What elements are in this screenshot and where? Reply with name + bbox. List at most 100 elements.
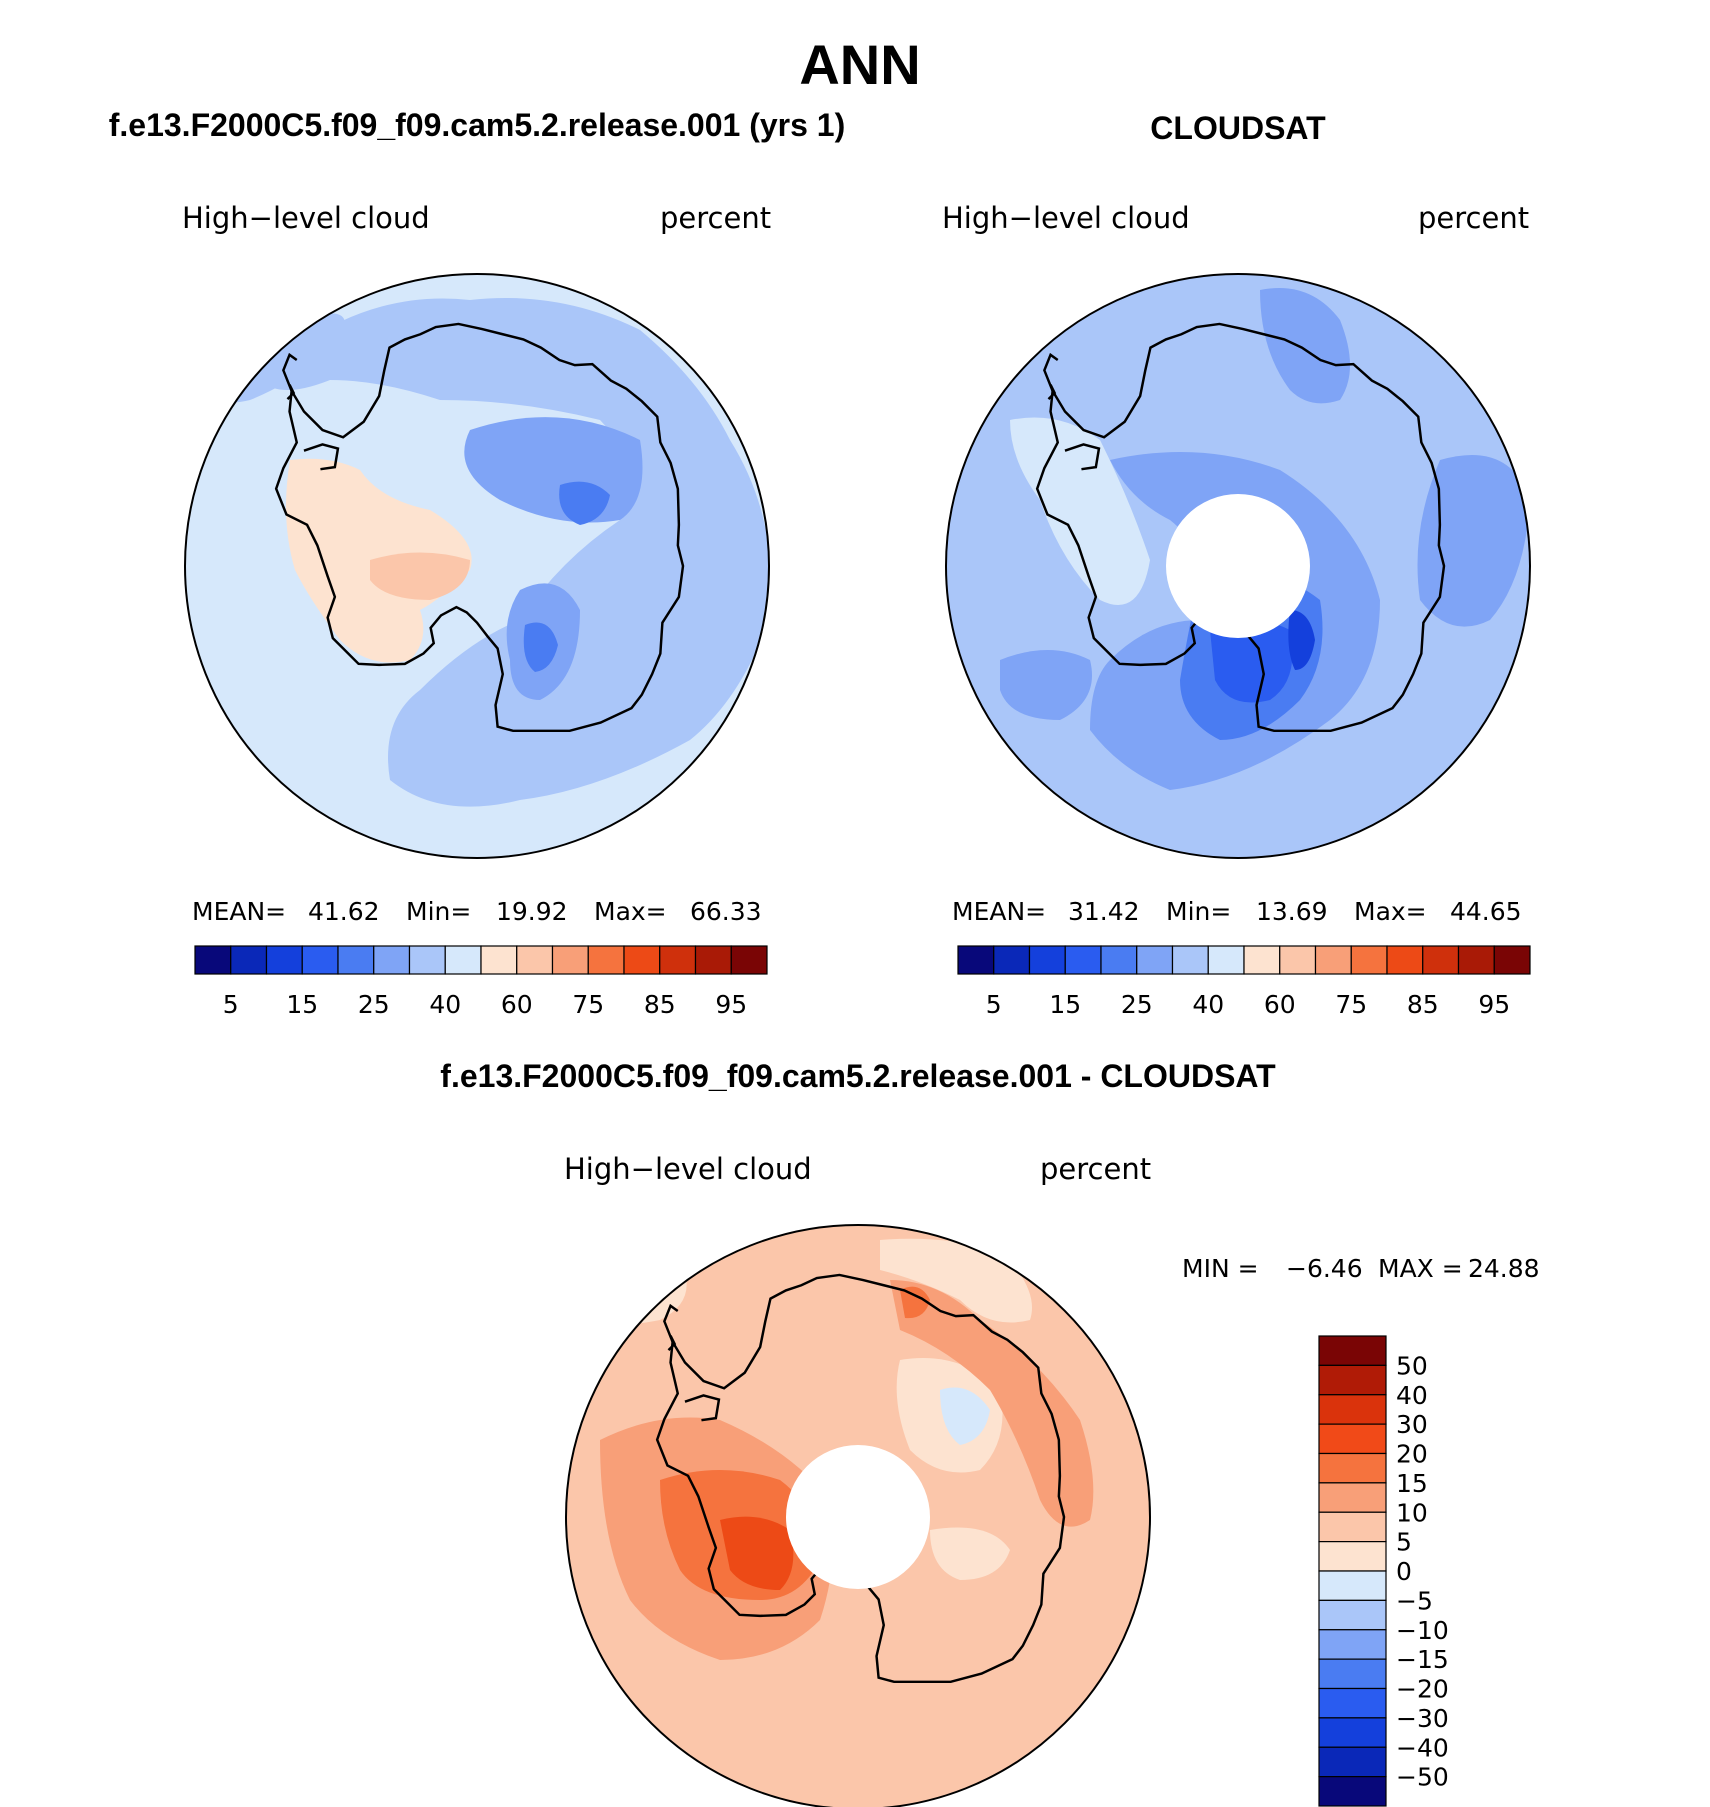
panel-diff-colorbar-tick-label: −30 <box>1396 1704 1449 1733</box>
svg-text:13.69: 13.69 <box>1256 897 1328 926</box>
panel-diff-colorbar-tick-label: −5 <box>1396 1586 1433 1615</box>
svg-text:Max=: Max= <box>594 897 667 926</box>
panel-diff: f.e13.F2000C5.f09_f09.cam5.2.release.001… <box>440 1058 1540 1807</box>
svg-text:66.33: 66.33 <box>690 897 762 926</box>
panel-diff-colorbar-box <box>1318 1364 1387 1396</box>
panel-obs-colorbar-box <box>1457 945 1495 975</box>
panel-obs-colorbar-tick-label: 60 <box>1264 990 1296 1019</box>
panel-model-colorbar-box <box>516 945 554 975</box>
panel-model-title: f.e13.F2000C5.f09_f09.cam5.2.release.001… <box>109 107 846 143</box>
svg-text:−6.46: −6.46 <box>1286 1254 1363 1283</box>
panel-model-colorbar-box <box>337 945 375 975</box>
panel-obs-colorbar-tick-label: 95 <box>1478 990 1510 1019</box>
panel-obs-colorbar-tick-label: 40 <box>1192 990 1224 1019</box>
panel-diff-colorbar-tick-label: 15 <box>1396 1469 1428 1498</box>
svg-text:19.92: 19.92 <box>496 897 568 926</box>
panel-diff-units: percent <box>1040 1152 1151 1186</box>
panel-model-colorbar-box <box>265 945 303 975</box>
figure-title: ANN <box>799 33 920 96</box>
panel-model-colorbar-tick-label: 15 <box>286 990 318 1019</box>
panel-diff-colorbar-tick-label: 40 <box>1396 1381 1428 1410</box>
panel-diff-colorbar-box <box>1318 1482 1387 1513</box>
panel-obs-colorbar-tick-label: 85 <box>1407 990 1439 1019</box>
svg-text:MIN =: MIN = <box>1182 1254 1259 1283</box>
panel-model-colorbar-box <box>587 945 625 975</box>
panel-diff-colorbar-box <box>1318 1687 1387 1719</box>
panel-model-colorbar-tick-label: 5 <box>223 990 239 1019</box>
panel-diff-colorbar-box <box>1318 1511 1387 1543</box>
svg-text:41.62: 41.62 <box>308 897 380 926</box>
panel-model-colorbar-box <box>444 945 482 975</box>
panel-diff-colorbar-tick-label: −40 <box>1396 1733 1449 1762</box>
panel-model-colorbar-ticks: 5 15 25 40 60 75 85 95 <box>223 990 747 1019</box>
panel-diff-colorbar-box <box>1318 1629 1387 1660</box>
panel-obs-colorbar-box <box>1386 945 1424 975</box>
panel-model-colorbar-box <box>480 945 518 975</box>
svg-text:MAX =: MAX = <box>1378 1254 1463 1283</box>
panel-diff-colorbar-box <box>1318 1746 1387 1778</box>
panel-obs-colorbar-box <box>1279 945 1317 975</box>
panel-model-colorbar-box <box>373 945 411 975</box>
panel-obs-colorbar-box <box>1171 945 1209 975</box>
panel-obs-colorbar-box <box>1064 945 1102 975</box>
panel-obs-colorbar <box>957 945 1531 975</box>
svg-text:Min=: Min= <box>406 897 471 926</box>
panel-obs-colorbar-box <box>957 945 995 975</box>
panel-model-colorbar-box <box>659 945 697 975</box>
panel-obs-colorbar-box <box>1243 945 1281 975</box>
svg-text:Min=: Min= <box>1166 897 1231 926</box>
panel-obs-colorbar-box <box>1136 945 1174 975</box>
panel-diff-colorbar-tick-label: 50 <box>1396 1351 1428 1380</box>
panel-obs-colorbar-box <box>1207 945 1245 975</box>
panel-obs-colorbar-tick-label: 15 <box>1049 990 1081 1019</box>
panel-diff-colorbar-tick-label: 20 <box>1396 1440 1428 1469</box>
panel-obs-colorbar-box <box>1350 945 1388 975</box>
svg-text:Max=: Max= <box>1354 897 1427 926</box>
panel-diff-colorbar-box <box>1318 1658 1387 1690</box>
panel-obs-colorbar-tick-label: 25 <box>1121 990 1153 1019</box>
panel-diff-colorbar-tick-label: 5 <box>1396 1528 1412 1557</box>
panel-diff-colorbar-tick-label: −15 <box>1396 1645 1449 1674</box>
panel-model-colorbar-tick-label: 40 <box>429 990 461 1019</box>
panel-diff-colorbar-tick-label: 0 <box>1396 1557 1412 1586</box>
panel-model-colorbar-box <box>194 945 232 975</box>
panel-diff-colorbar-box <box>1318 1541 1387 1572</box>
panel-model-colorbar-box <box>301 945 339 975</box>
panel-model-colorbar-box <box>551 945 589 975</box>
panel-model-colorbar-tick-label: 85 <box>644 990 676 1019</box>
panel-diff-colorbar-box <box>1318 1335 1387 1366</box>
svg-text:44.65: 44.65 <box>1450 897 1522 926</box>
panel-diff-variable: High−level cloud <box>564 1152 812 1186</box>
panel-diff-title: f.e13.F2000C5.f09_f09.cam5.2.release.001… <box>440 1058 1276 1094</box>
panel-diff-polar-gap <box>786 1445 930 1589</box>
svg-text:24.88: 24.88 <box>1468 1254 1540 1283</box>
panel-obs-colorbar-box <box>1493 945 1531 975</box>
panel-diff-colorbar-tick-label: 30 <box>1396 1410 1428 1439</box>
panel-model-colorbar <box>194 945 768 975</box>
panel-obs-colorbar-box <box>1422 945 1460 975</box>
panel-diff-colorbar-tick-label: −10 <box>1396 1616 1449 1645</box>
panel-diff-colorbar-box <box>1318 1452 1387 1484</box>
panel-model-colorbar-tick-label: 95 <box>715 990 747 1019</box>
panel-diff-colorbar-box <box>1318 1599 1387 1631</box>
panel-obs-colorbar-box <box>1028 945 1066 975</box>
panel-model: f.e13.F2000C5.f09_f09.cam5.2.release.001… <box>109 107 846 1019</box>
panel-model-map <box>185 274 769 858</box>
panel-obs-polar-gap <box>1166 494 1310 638</box>
panel-obs-map <box>946 274 1530 858</box>
panel-obs-colorbar-box <box>993 945 1031 975</box>
panel-obs-units: percent <box>1418 201 1529 235</box>
panel-model-colorbar-box <box>730 945 768 975</box>
panel-model-colorbar-tick-label: 25 <box>358 990 390 1019</box>
panel-model-colorbar-box <box>230 945 268 975</box>
panel-model-units: percent <box>660 201 771 235</box>
panel-diff-colorbar-box <box>1318 1570 1387 1601</box>
panel-diff-colorbar <box>1318 1335 1387 1807</box>
panel-diff-colorbar-box <box>1318 1776 1387 1807</box>
panel-model-colorbar-box <box>623 945 661 975</box>
panel-obs-colorbar-box <box>1314 945 1352 975</box>
svg-text:31.42: 31.42 <box>1068 897 1140 926</box>
panel-diff-stats: MIN = −6.46 MAX = 24.88 <box>1182 1254 1540 1283</box>
